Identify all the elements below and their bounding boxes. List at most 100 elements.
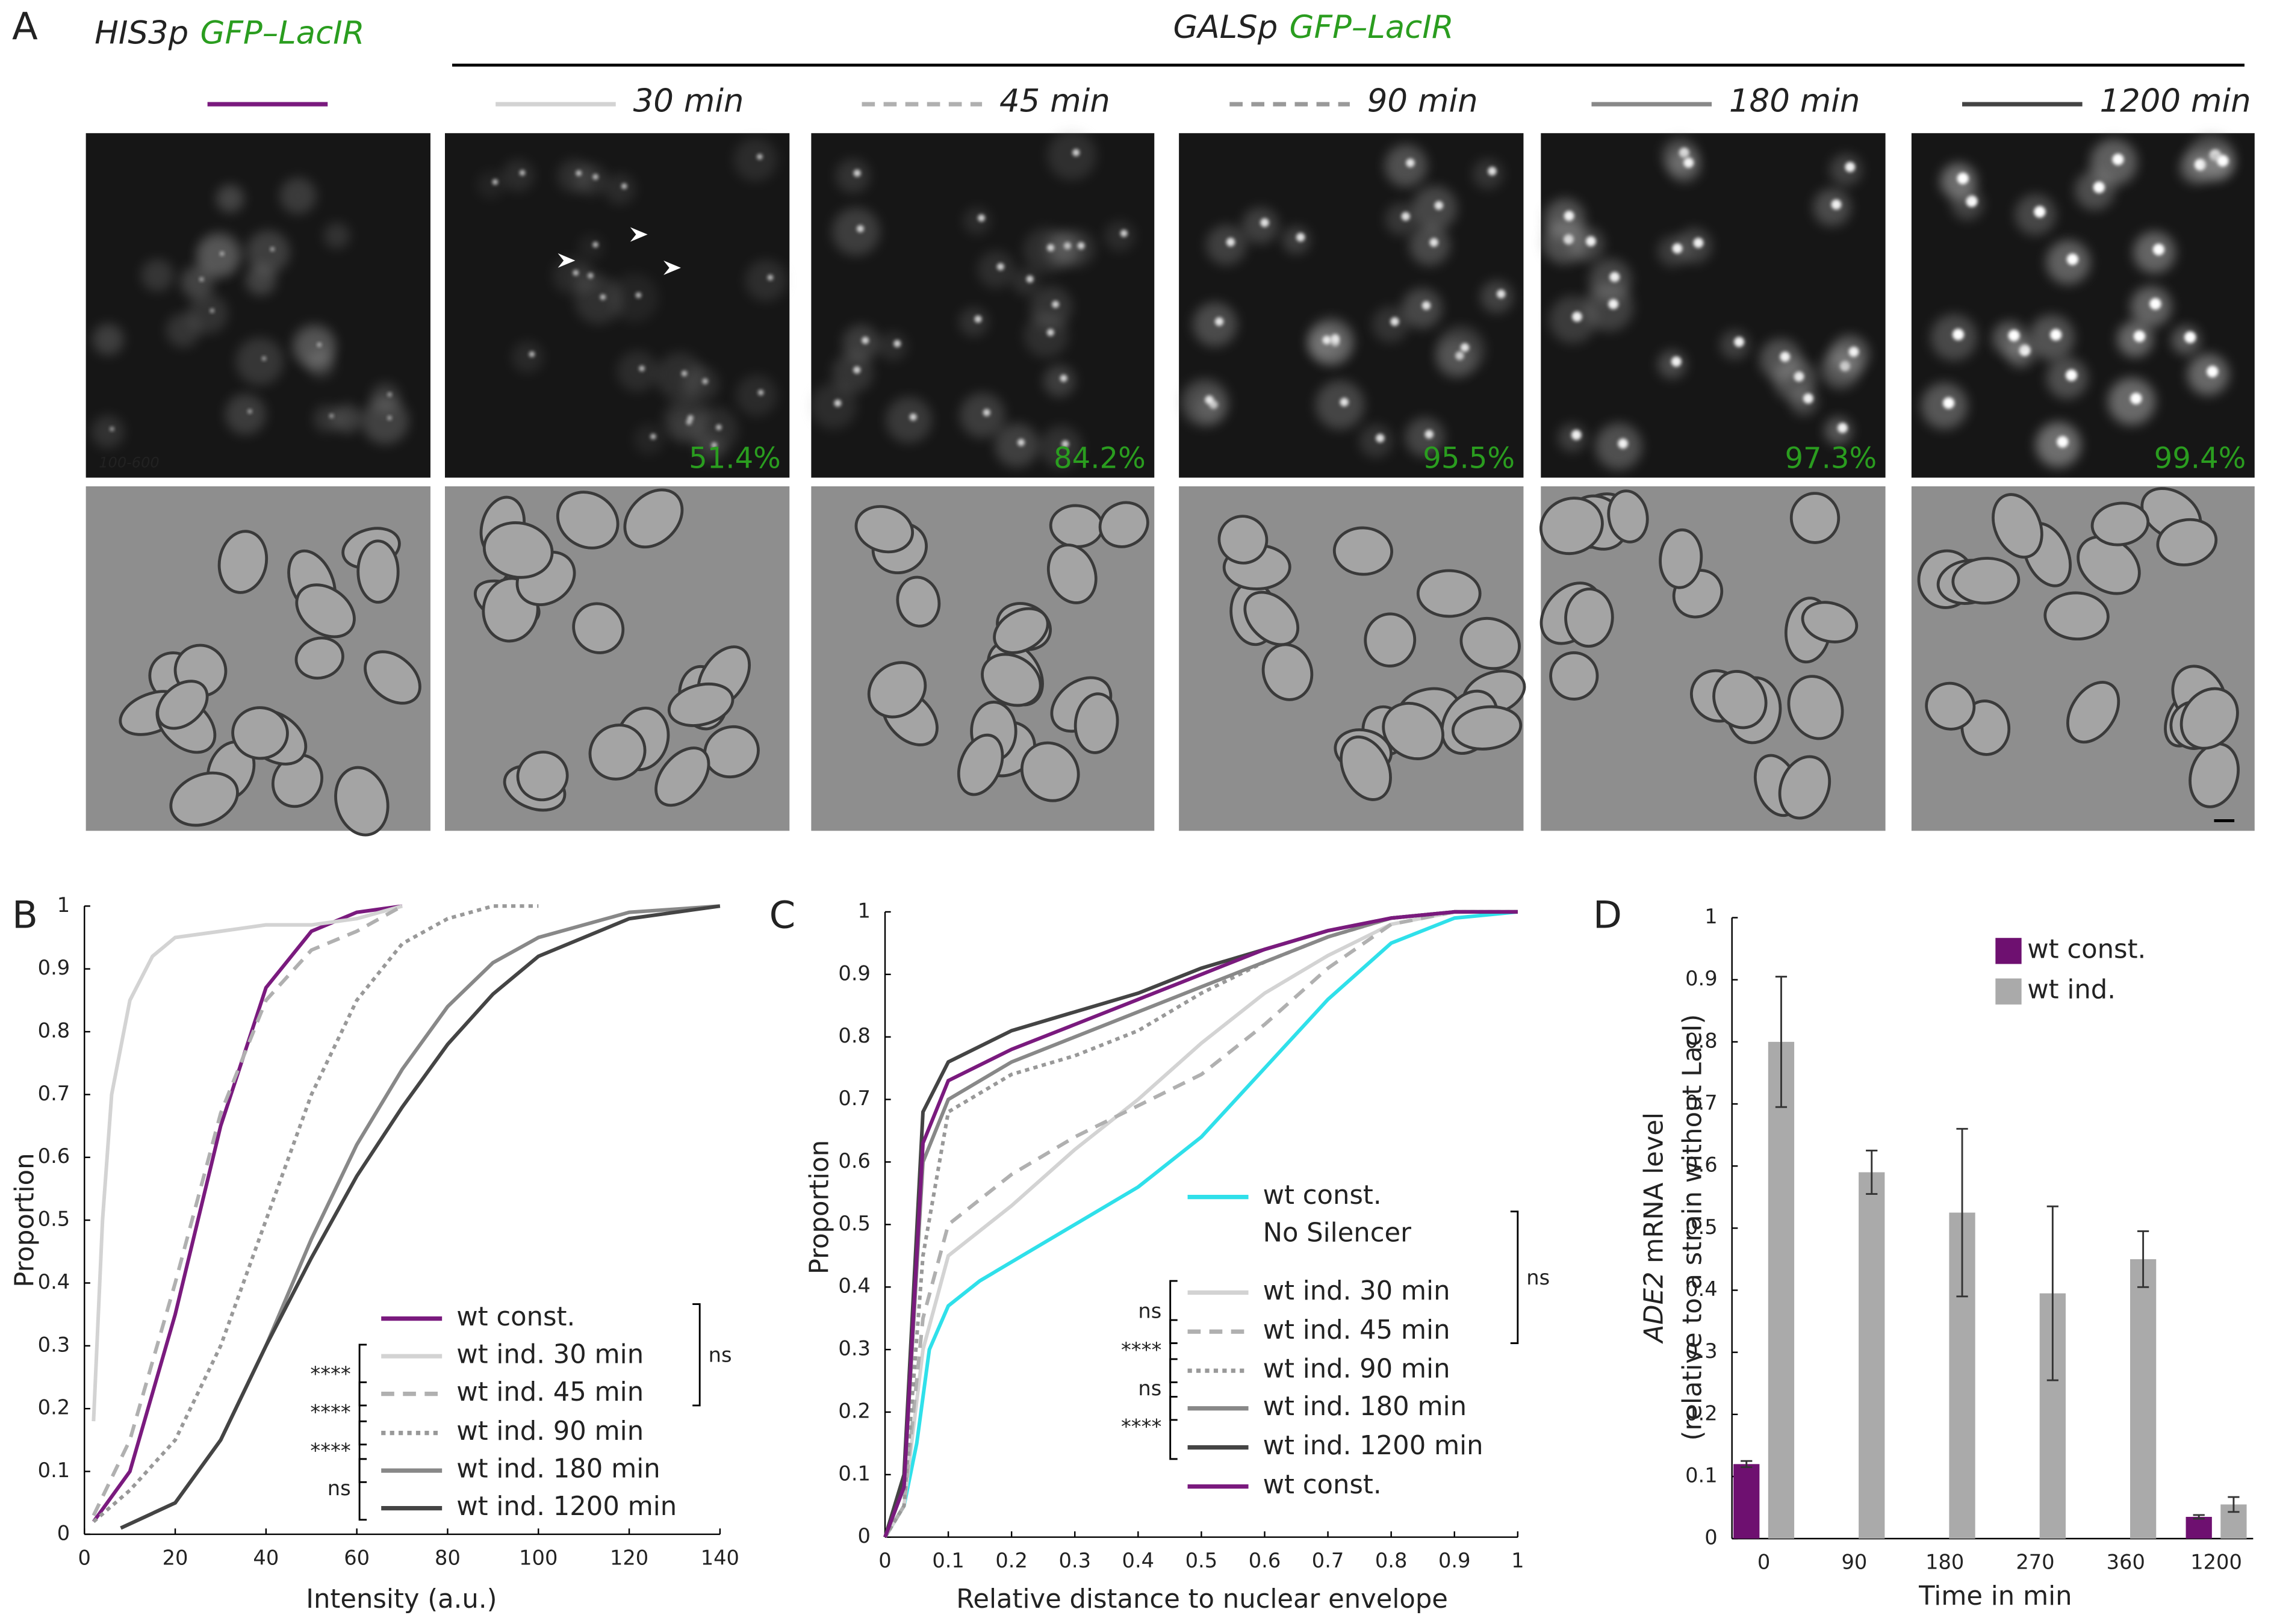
nuclear-spot [1585,236,1596,247]
cell [1539,497,1604,556]
nuclear-spot [2133,330,2146,342]
y-axis-label: ADE2 mRNA level [1639,1112,1669,1344]
error-bar [2046,1205,2058,1381]
nuclear-spot [2195,158,2207,171]
legend-label: wt const. [456,1302,575,1332]
significance-label: ns [1138,1299,1161,1322]
cell-glow [1409,225,1450,266]
cell-glow [1790,388,1818,415]
y-tick-label: 0.1 [838,1461,871,1485]
nuclear-spot [1609,271,1620,282]
nuclear-spot [573,270,579,276]
cell [1778,755,1831,820]
fluorescence-image [85,133,430,478]
nuclear-spot [650,433,656,440]
cell-glow [511,341,544,373]
fluorescence-image [1179,133,1524,478]
cell [2156,518,2218,566]
legend-label: wt ind. 90 min [456,1416,644,1446]
gene-name: ADE2 [1639,1272,1669,1345]
cell-glow [313,405,341,433]
cell-glow [963,207,991,235]
nuclear-spot [199,277,204,282]
cell-glow [836,159,870,193]
nuclear-spot [1214,317,1224,326]
cell [1459,616,1521,671]
percent-label: 99.4% [2154,442,2246,476]
cell [896,575,941,628]
nuclear-spot [1072,149,1080,157]
cell [169,771,239,827]
significance-label: ns [1138,1377,1161,1400]
nuclear-spot [529,351,535,358]
significance-label: **** [310,1401,350,1424]
panel-label: C [769,893,796,937]
cell [667,683,735,727]
cell [1787,675,1844,740]
y-tick-label: 0.3 [1685,1339,1718,1363]
error-bar [1956,1127,1968,1298]
cell [957,733,1004,796]
fluorescence-image [1911,133,2255,478]
cdf-line [883,910,1518,1539]
y-tick-label: 0.2 [38,1396,70,1419]
nuclear-spot [387,392,392,397]
nuclear-spot [2112,153,2124,166]
y-axis-label: (relative to a strain without LacI) [1678,1014,1708,1441]
legend-label: wt const. [2027,934,2146,964]
cell-glow [1372,306,1409,343]
legend-label: wt ind. 30 min [456,1340,644,1370]
cell-glow [1181,379,1229,427]
x-tick-label: 20 [163,1546,188,1569]
nuclear-spot [1966,195,1978,207]
cell-glow [977,250,1015,289]
nuclear-spot [2207,365,2219,377]
nuclear-spot [862,336,869,344]
cell [2043,591,2110,641]
y-tick-label: 0.3 [38,1333,70,1356]
error-bar [2137,1230,2149,1288]
nuclear-spot [996,263,1004,271]
nuclear-spot [2093,181,2105,193]
nuclear-spot [767,274,774,280]
nuclear-spot [2050,329,2062,341]
significance-label: **** [310,1362,350,1386]
cell-glow [1402,288,1443,329]
legend-note: No Silencer [1263,1218,1412,1248]
timepoint-label: 90 min [1367,82,1478,119]
cell-glow [141,259,174,292]
x-tick-label: 120 [610,1546,648,1569]
cell-glow [958,307,989,337]
cell-glow [633,424,665,455]
nuclear-spot [1780,352,1791,362]
cell-glow [235,337,284,386]
nuclear-spot [1340,397,1349,407]
x-axis-label: Intensity (a.u.) [306,1584,497,1614]
x-tick-label: 0.7 [1312,1549,1344,1572]
cell [364,650,421,705]
cdf-line [883,910,1518,1539]
cell [1332,526,1394,576]
nuclear-spot [856,225,864,232]
cell-glow [1242,207,1279,244]
cell-glow [1824,417,1852,445]
cell [1992,493,2043,559]
cell-glow [1668,149,1701,182]
legend-swatch [1995,938,2022,964]
cell-glow [1569,226,1604,262]
nuclear-spot [2149,298,2161,310]
y-tick-label: 0 [57,1521,70,1545]
cell-glow [1549,296,1597,344]
cell-glow [609,273,659,323]
construct: GFP–LacIR [200,14,364,51]
nuclear-spot [1390,317,1399,326]
y-tick-label: 0.4 [1685,1277,1718,1301]
cell [1243,590,1300,646]
nuclear-spot [1571,430,1582,440]
y-tick-label: 0.5 [838,1212,871,1235]
legend-label: wt const. [1263,1470,1382,1500]
nuclear-spot [110,427,114,432]
significance-bracket [1510,1210,1519,1344]
cell-glow [1104,220,1136,252]
